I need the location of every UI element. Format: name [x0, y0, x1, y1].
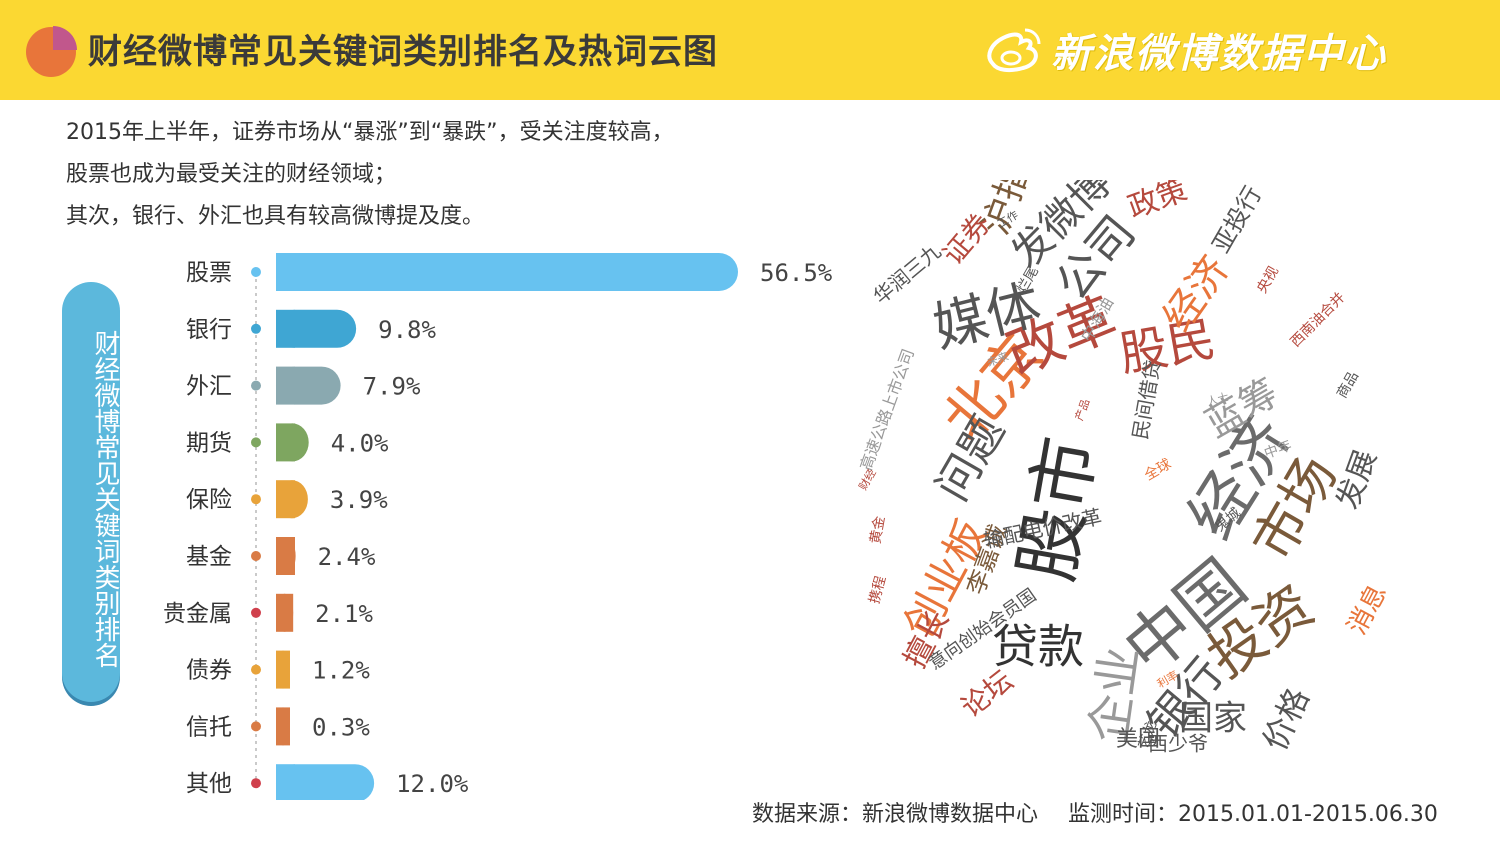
bar: [276, 764, 375, 800]
bar-cap: [276, 707, 290, 746]
bar-cap: [276, 650, 290, 689]
category-dot: [251, 437, 261, 448]
cloud-word: 发展: [1330, 445, 1383, 513]
cloud-word: 消息: [1342, 580, 1393, 640]
category-label: 信托: [186, 714, 232, 740]
category-label: 期货: [186, 430, 232, 456]
bar: [276, 253, 738, 291]
cloud-word: 美国: [1116, 727, 1160, 752]
category-label: 保险: [186, 487, 232, 513]
brand-name: 新浪微博数据中心: [1051, 31, 1387, 77]
value-label: 3.9%: [330, 486, 388, 514]
header-bar: 财经微博常见关键词类别排名及热词云图 新浪微博数据中心: [0, 0, 1500, 100]
bar-cap: [276, 309, 295, 348]
bar-cap: [276, 423, 295, 462]
cloud-word: 政策: [1123, 180, 1191, 226]
category-dot: [251, 664, 261, 675]
footer: 数据来源：新浪微博数据中心 监测时间：2015.01.01-2015.06.30: [752, 796, 1438, 828]
cloud-word: 携程: [867, 574, 890, 605]
intro-line: 2015年上半年，证券市场从“暴涨”到“暴跌”，受关注度较高，: [66, 120, 674, 145]
cloud-word: 人士: [1206, 390, 1231, 408]
cloud-word: 全球: [1141, 455, 1174, 484]
cloud-word: 财经: [856, 466, 879, 492]
category-dot: [251, 267, 261, 277]
value-label: 2.4%: [318, 543, 376, 571]
cloud-word: 西南油合并: [1288, 290, 1349, 351]
chart-side-label: 财经微博常见关键词类别排名: [62, 282, 120, 702]
category-dot: [251, 323, 261, 334]
pie-chart-icon: [26, 26, 77, 77]
value-label: 56.5%: [760, 259, 833, 287]
cloud-word: 西少爷: [1148, 732, 1208, 756]
category-dot: [251, 494, 261, 505]
intro-line: 其次，银行、外汇也具有较高微博提及度。: [66, 204, 485, 229]
monitoring-period: 监测时间：2015.01.01-2015.06.30: [1068, 802, 1438, 827]
value-label: 9.8%: [378, 316, 436, 344]
cloud-word: 央视: [1254, 264, 1282, 296]
bar-cap: [276, 593, 294, 632]
bar-cap: [276, 480, 295, 519]
cloud-word: 商品: [1334, 369, 1362, 401]
category-dot: [251, 607, 261, 618]
value-label: 12.0%: [396, 770, 469, 798]
category-dot: [251, 380, 261, 391]
brand: 新浪微博数据中心: [985, 22, 1387, 78]
category-label: 银行: [186, 317, 232, 343]
category-label: 股票: [186, 260, 232, 286]
data-source: 数据来源：新浪微博数据中心: [752, 802, 1039, 827]
category-label: 基金: [186, 544, 232, 570]
page-title: 财经微博常见关键词类别排名及热词云图: [88, 32, 718, 72]
value-label: 2.1%: [315, 600, 373, 628]
cloud-word: 价格: [1255, 682, 1316, 756]
bar: [276, 309, 357, 348]
bar-cap: [276, 253, 295, 291]
category-label: 贵金属: [163, 601, 232, 627]
weibo-logo-icon: [987, 28, 1041, 73]
value-label: 0.3%: [312, 713, 370, 741]
category-dot: [251, 778, 261, 789]
category-dot: [251, 551, 261, 561]
value-label: 1.2%: [312, 657, 370, 685]
bar-cap: [276, 537, 295, 575]
chart-side-label-text: 财经微博常见关键词类别排名: [90, 330, 120, 668]
category-label: 其他: [186, 771, 232, 797]
category-dot: [251, 721, 261, 732]
cloud-word: 产品: [1072, 397, 1093, 422]
value-label: 7.9%: [363, 373, 421, 401]
cloud-word: 高速公路上市公司: [856, 346, 918, 473]
intro-line: 股票也成为最受关注的财经领域；: [66, 162, 397, 187]
bar-chart: 股票 56.5% 银行 9.8% 外汇 7.9% 期货 4.0% 保险 3.9% 基金 2.4% 贵金属…: [163, 253, 833, 800]
value-label: 4.0%: [331, 429, 389, 457]
category-label: 外汇: [186, 374, 232, 400]
cloud-word: 贷款: [992, 620, 1084, 674]
cloud-word: 企业: [1081, 643, 1150, 746]
bar-cap: [276, 366, 295, 405]
cloud-word: 黄金: [867, 515, 889, 546]
category-label: 债券: [186, 658, 232, 684]
intro-text: 2015年上半年，证券市场从“暴涨”到“暴跌”，受关注度较高， 股票也成为最受关…: [66, 112, 766, 238]
bar-cap: [276, 764, 295, 800]
cloud-word: 国家: [1179, 699, 1247, 739]
cloud-word: 亚投行: [1207, 181, 1267, 257]
word-cloud: 股市中国经济北京改革媒体投资市场企业贷款股民公司问题创业板银行发微博经济蓝筹沪指…: [856, 180, 1393, 756]
